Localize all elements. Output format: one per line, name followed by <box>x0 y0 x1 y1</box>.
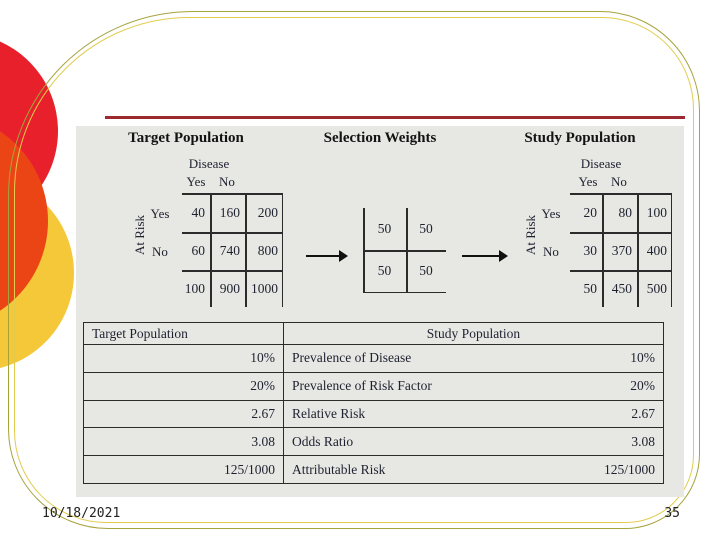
table-total-cell: 1000 <box>251 280 278 296</box>
table-row: 2.67 Relative Risk 2.67 <box>84 399 663 428</box>
slide-number: 35 <box>664 506 680 521</box>
table-total-cell: 50 <box>583 280 598 296</box>
grid-line <box>570 193 672 195</box>
study-value: 3.08 <box>631 433 655 449</box>
grid-line <box>637 193 639 307</box>
study-value: 125/1000 <box>603 461 655 477</box>
study-value: 2.67 <box>631 405 655 421</box>
study-row-no-label: No <box>543 244 559 259</box>
arrow-head <box>339 250 348 262</box>
table-cell: 370 <box>611 243 632 258</box>
target-value: 20% <box>84 372 284 400</box>
target-value: 10% <box>84 345 284 372</box>
study-disease-label: Disease <box>580 156 622 171</box>
table-total-cell: 450 <box>611 280 632 296</box>
grid-line <box>182 232 283 234</box>
footer-date: 10/18/2021 <box>42 506 121 521</box>
table-row: 10% Prevalence of Disease 10% <box>84 344 663 372</box>
table-cell: 30 <box>583 243 598 258</box>
study-value: 20% <box>630 378 655 394</box>
study-contingency-table: 20 80 100 30 370 400 50 450 500 <box>570 193 672 307</box>
measure-label: Prevalence of Disease <box>292 350 412 366</box>
target-population-title: Target Population <box>128 130 244 146</box>
selection-weights-title: Selection Weights <box>323 130 437 146</box>
target-contingency-table: 40 160 200 60 740 800 100 900 1000 <box>182 193 283 307</box>
grid-line <box>182 270 283 272</box>
arrow-head <box>499 250 508 262</box>
grid-line <box>363 250 446 252</box>
arrow-right-icon <box>462 250 508 262</box>
grid-line <box>670 193 672 307</box>
figure-panel: Target Population Selection Weights Stud… <box>76 126 684 497</box>
target-value: 2.67 <box>84 400 284 428</box>
table-cell: 40 <box>191 204 206 220</box>
target-col-yes-label: Yes <box>186 174 206 189</box>
study-col-no-label: No <box>611 174 627 189</box>
table-cell: 160 <box>219 204 240 220</box>
measure-label: Relative Risk <box>292 405 366 421</box>
table-total-cell: 900 <box>219 280 240 296</box>
grid-line <box>281 193 283 307</box>
study-population-title: Study Population <box>524 130 636 146</box>
target-value: 125/1000 <box>84 456 284 483</box>
measure-label: Odds Ratio <box>292 433 354 449</box>
table-cell: 60 <box>191 243 206 258</box>
grid-line <box>363 291 446 293</box>
table-cell: 400 <box>646 243 667 258</box>
study-row-yes-label: Yes <box>541 206 561 221</box>
weight-cell: 50 <box>377 263 392 278</box>
summary-right-header: Study Population <box>426 325 521 341</box>
summary-header-row: Target Population Study Population <box>84 323 663 344</box>
grid-line <box>210 193 212 307</box>
table-cell: 100 <box>646 204 667 220</box>
table-cell: 80 <box>618 204 633 220</box>
weight-cell: 50 <box>419 221 433 236</box>
table-row: 20% Prevalence of Risk Factor 20% <box>84 371 663 400</box>
target-disease-label: Disease <box>188 156 230 171</box>
grid-line <box>570 232 672 234</box>
summary-table: Target Population Study Population 10% P… <box>83 322 664 484</box>
table-row: 125/1000 Attributable Risk 125/1000 <box>84 455 663 483</box>
grid-line <box>245 193 247 307</box>
grid-line <box>182 193 283 195</box>
summary-left-header: Target Population <box>84 323 284 344</box>
arrow-shaft <box>306 255 340 257</box>
selection-weights-table: 50 50 50 50 <box>363 208 446 293</box>
table-cell: 740 <box>219 243 240 258</box>
red-divider-line <box>105 116 685 119</box>
target-value: 3.08 <box>84 428 284 456</box>
table-row: 3.08 Odds Ratio 3.08 <box>84 427 663 456</box>
arrow-shaft <box>462 255 500 257</box>
target-col-no-label: No <box>219 174 235 189</box>
weight-cell: 50 <box>377 221 392 236</box>
weight-cell: 50 <box>419 263 433 278</box>
table-cell: 20 <box>583 204 598 220</box>
grid-line <box>602 193 604 307</box>
study-value: 10% <box>630 350 655 366</box>
target-row-yes-label: Yes <box>150 206 170 221</box>
target-row-no-label: No <box>152 244 168 259</box>
table-cell: 800 <box>257 243 278 258</box>
table-total-cell: 100 <box>184 280 205 296</box>
study-col-yes-label: Yes <box>578 174 598 189</box>
table-total-cell: 500 <box>646 280 667 296</box>
arrow-right-icon <box>306 250 348 262</box>
grid-line <box>570 270 672 272</box>
table-cell: 200 <box>257 204 278 220</box>
measure-label: Prevalence of Risk Factor <box>292 378 432 394</box>
measure-label: Attributable Risk <box>292 461 386 477</box>
